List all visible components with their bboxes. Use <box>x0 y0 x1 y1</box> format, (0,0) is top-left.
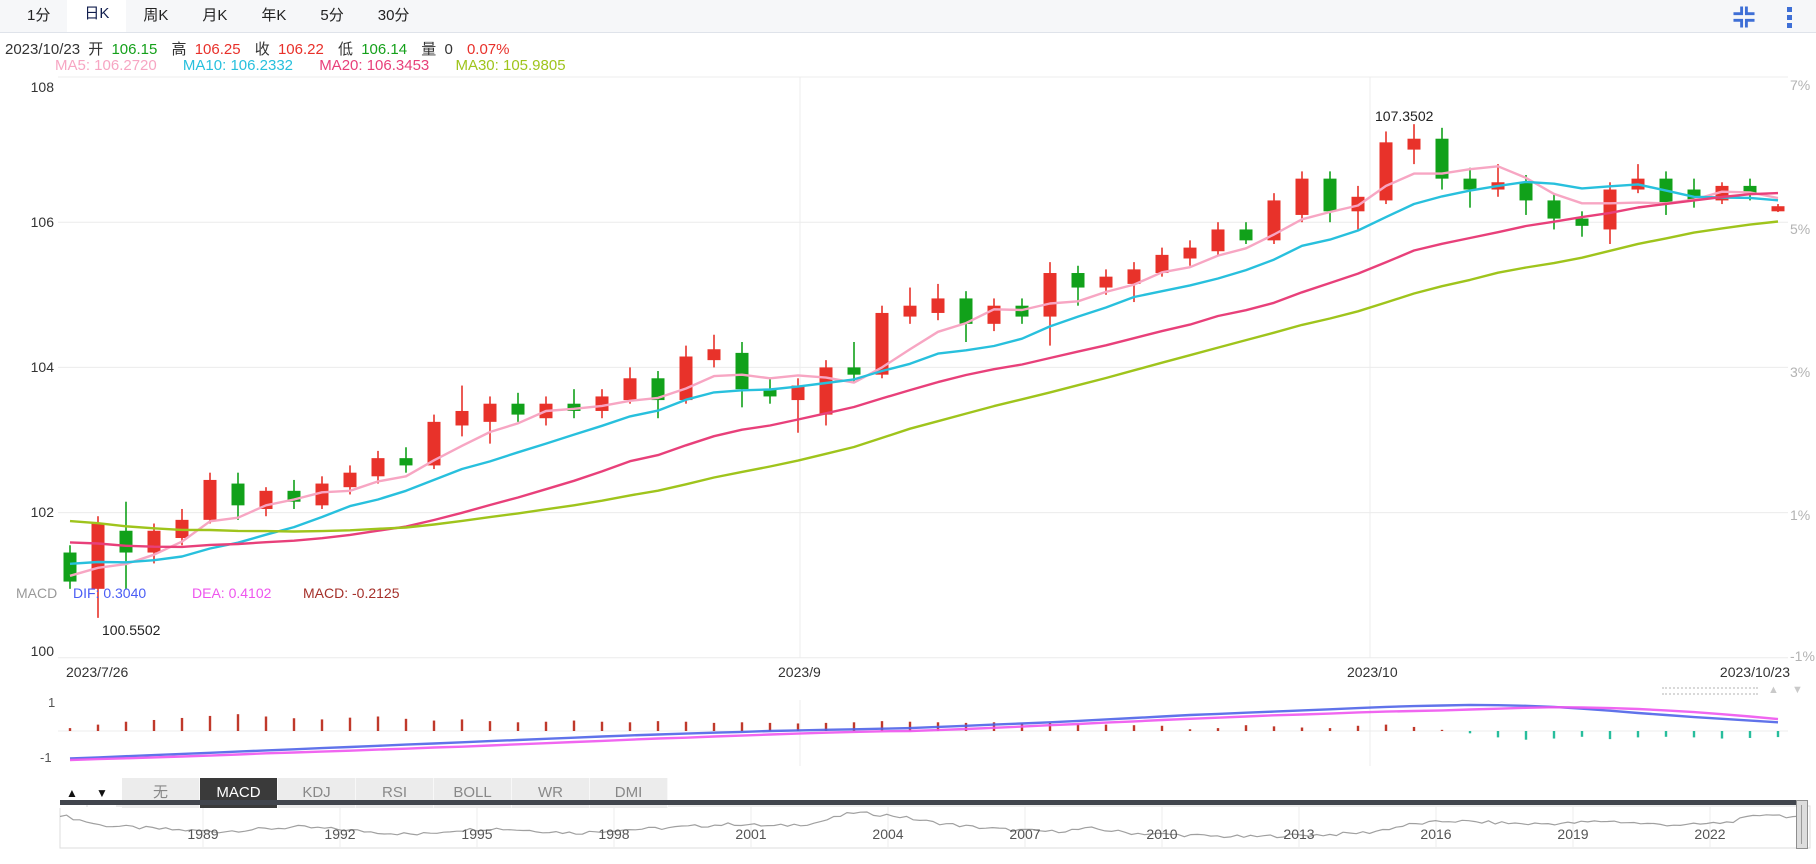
annotation-period-high: 107.3502 <box>1375 108 1434 124</box>
y-axis-label-104: 104 <box>30 359 54 375</box>
nav-year-1992: 1992 <box>324 826 356 842</box>
nav-year-2022: 2022 <box>1694 826 1726 842</box>
y-axis-label-100: 100 <box>30 643 54 659</box>
open-value: 106.15 <box>111 41 158 58</box>
quote-row: 2023/10/23 开 106.15 高 106.25 收 106.22 低 … <box>5 38 514 59</box>
dif-value: DIF: 0.3040 <box>73 585 147 601</box>
x-axis-label-sep: 2023/9 <box>778 664 821 680</box>
pct-axis-label-1: 1% <box>1790 507 1811 523</box>
nav-year-2016: 2016 <box>1420 826 1452 842</box>
volume-value: 0 <box>444 41 453 58</box>
macd-legend-row: MACD DIF: 0.3040 DEA: 0.4102 MACD: -0.21… <box>0 585 1816 605</box>
macd-scale-bottom: -1 <box>40 750 52 765</box>
volume-label: 量 <box>421 41 437 58</box>
nav-year-2019: 2019 <box>1557 826 1589 842</box>
annotation-period-low: 100.5502 <box>102 622 161 638</box>
scroll-right-arrow-icon[interactable]: ▼ <box>1792 684 1803 696</box>
ma10-legend: MA10: 106.2332 <box>182 57 294 74</box>
scroll-left-arrow-icon[interactable]: ▲ <box>1768 684 1779 696</box>
macd-scale-top: 1 <box>48 695 56 710</box>
tab-1min[interactable]: 1分 <box>27 7 51 24</box>
high-value: 106.25 <box>194 41 241 58</box>
macd-pane-title: MACD <box>16 585 58 601</box>
y-axis-label-108: 108 <box>30 79 54 95</box>
close-value: 106.22 <box>277 41 324 58</box>
change-pct: 0.07% <box>466 41 510 58</box>
y-axis-label-102: 102 <box>30 504 54 520</box>
x-axis-label-oct: 2023/10 <box>1347 664 1398 680</box>
pct-axis-label-neg1: -1% <box>1790 648 1815 664</box>
dea-value: DEA: 0.4102 <box>192 585 272 601</box>
pct-axis-label-3: 3% <box>1790 364 1811 380</box>
x-axis-label-start: 2023/7/26 <box>66 664 129 680</box>
quote-date: 2023/10/23 <box>5 41 81 58</box>
y-axis-label-106: 106 <box>30 214 54 230</box>
close-label: 收 <box>254 41 270 58</box>
pct-axis-label-5: 5% <box>1790 221 1811 237</box>
navigator-selected-range-bar[interactable] <box>60 800 1796 805</box>
nav-year-2013: 2013 <box>1283 826 1315 842</box>
nav-year-1995: 1995 <box>461 826 493 842</box>
low-label: 低 <box>338 41 354 58</box>
ma5-legend: MA5: 106.2720 <box>55 57 157 74</box>
x-axis-label-end: 2023/10/23 <box>1719 664 1790 680</box>
nav-year-1998: 1998 <box>598 826 630 842</box>
nav-year-2007: 2007 <box>1009 826 1041 842</box>
tab-daily-k[interactable]: 日K <box>67 0 127 32</box>
range-dotted-slider[interactable] <box>1662 687 1758 695</box>
tab-yearly-k[interactable]: 年K <box>261 7 287 24</box>
kebab-menu-icon[interactable] <box>1778 5 1802 29</box>
high-label: 高 <box>171 41 187 58</box>
open-label: 开 <box>88 41 104 58</box>
tab-5min[interactable]: 5分 <box>320 7 344 24</box>
tab-monthly-k[interactable]: 月K <box>202 7 228 24</box>
nav-year-2001: 2001 <box>735 826 767 842</box>
exit-fullscreen-icon[interactable] <box>1732 5 1756 29</box>
nav-year-2004: 2004 <box>872 826 904 842</box>
low-value: 106.14 <box>361 41 408 58</box>
ma-legend: MA5: 106.2720 MA10: 106.2332 MA20: 106.3… <box>55 57 588 74</box>
nav-year-1989: 1989 <box>187 826 219 842</box>
tab-weekly-k[interactable]: 周K <box>143 7 169 24</box>
navigator-slider-handle[interactable] <box>1796 800 1808 849</box>
tab-30min[interactable]: 30分 <box>377 7 410 24</box>
macd-value: MACD: -0.2125 <box>303 585 400 601</box>
ma30-legend: MA30: 105.9805 <box>455 57 566 74</box>
period-tabbar: 1分 日K 周K 月K 年K 5分 30分 <box>0 0 1816 33</box>
nav-year-2010: 2010 <box>1146 826 1178 842</box>
pct-axis-label-7: 7% <box>1790 77 1811 93</box>
ma20-legend: MA20: 106.3453 <box>319 57 430 74</box>
